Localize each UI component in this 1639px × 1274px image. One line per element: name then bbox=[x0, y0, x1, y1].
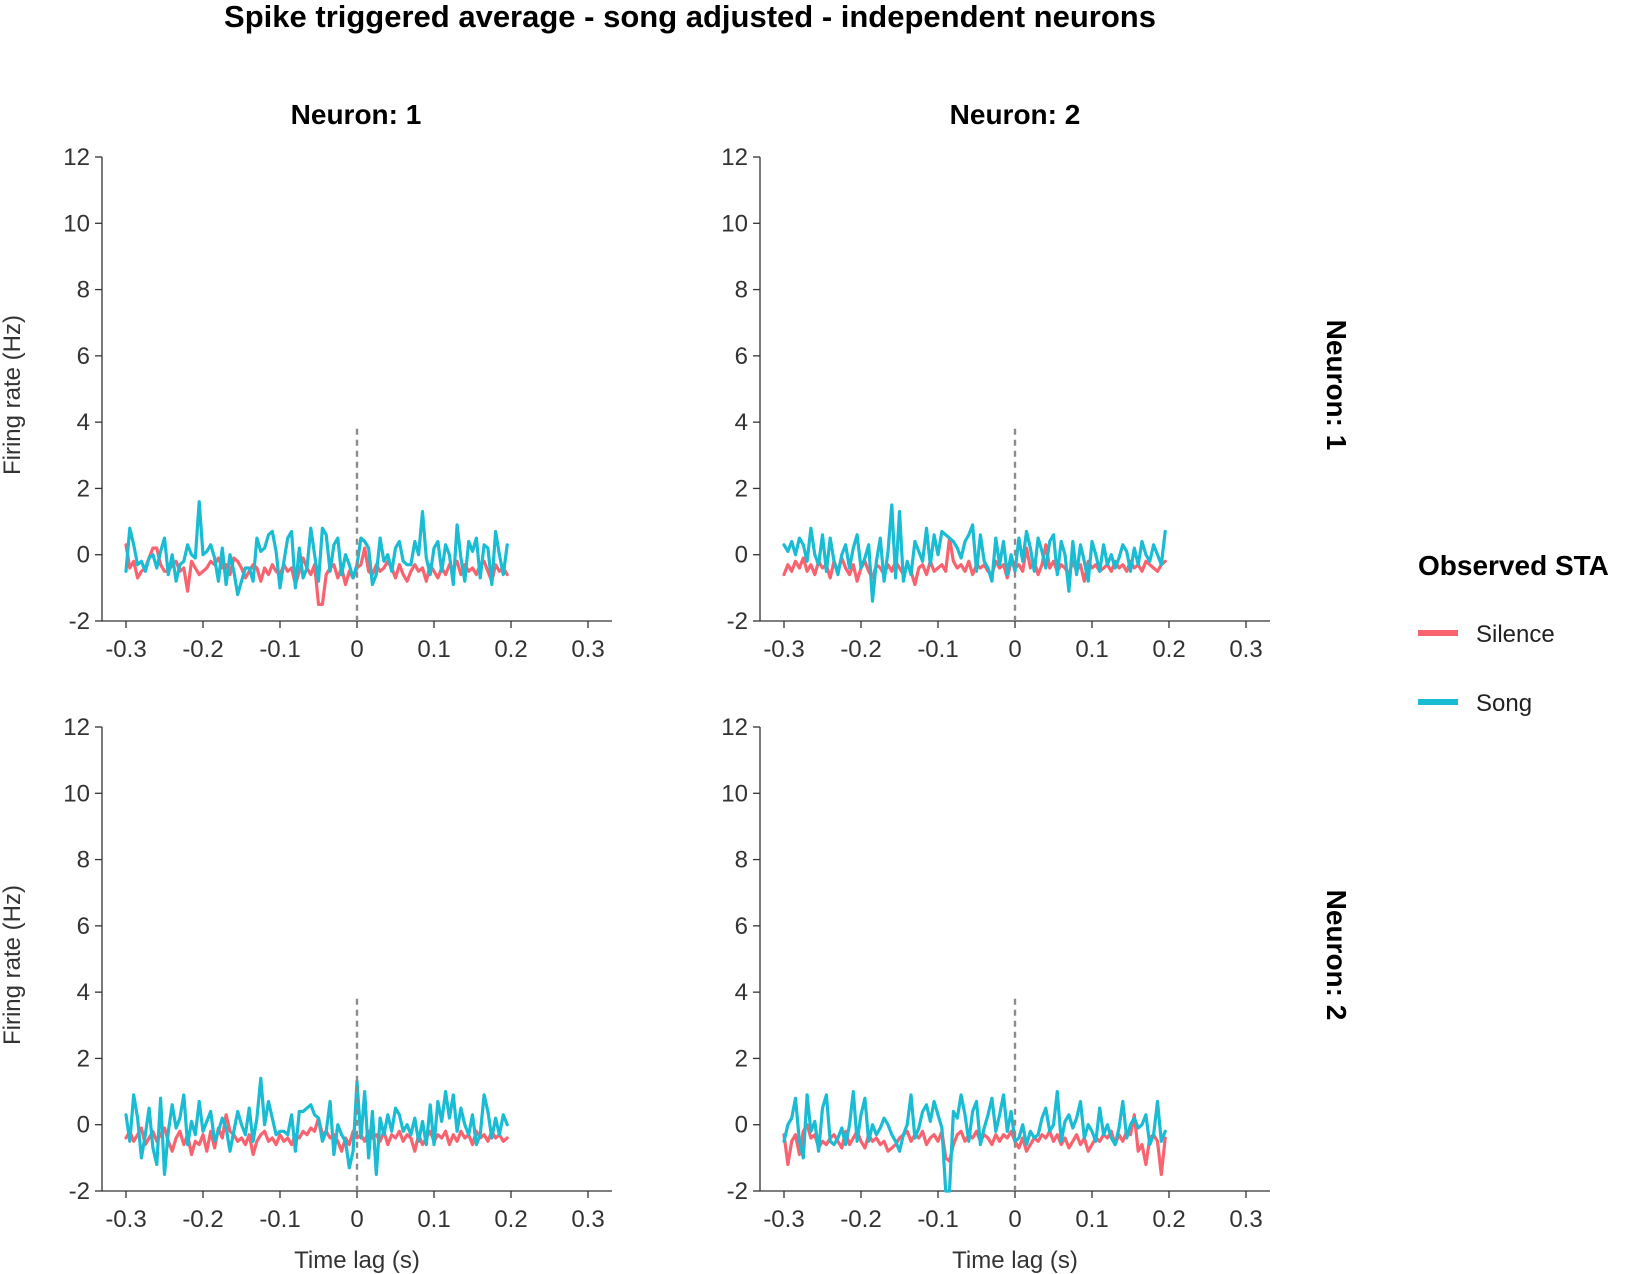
y-tick-label: 12 bbox=[63, 714, 90, 741]
x-tick-label: 0.1 bbox=[1075, 636, 1108, 663]
y-tick-label: -2 bbox=[727, 608, 748, 635]
x-tick-label: -0.3 bbox=[763, 636, 804, 663]
y-tick-label: 6 bbox=[77, 913, 90, 940]
y-tick-label: 10 bbox=[63, 210, 90, 237]
y-tick-label: 8 bbox=[735, 847, 748, 874]
y-tick-label: 2 bbox=[735, 475, 748, 502]
series-line-silence bbox=[782, 536, 1167, 587]
x-tick-label: -0.3 bbox=[763, 1206, 804, 1233]
y-tick-label: 0 bbox=[735, 542, 748, 569]
series-line-silence bbox=[124, 543, 509, 607]
y-tick-label: 10 bbox=[63, 780, 90, 807]
x-tick-label: 0 bbox=[1008, 636, 1021, 663]
x-tick-label: -0.3 bbox=[105, 636, 146, 663]
x-tick-label: -0.1 bbox=[259, 1206, 300, 1233]
x-tick-label: 0.2 bbox=[1152, 1206, 1185, 1233]
y-tick-label: 2 bbox=[77, 1045, 90, 1072]
x-tick-label: 0.1 bbox=[417, 636, 450, 663]
y-tick-label: 2 bbox=[77, 475, 90, 502]
legend: Observed STA Silence Song bbox=[1418, 550, 1609, 717]
x-tick-label: 0.1 bbox=[1075, 1206, 1108, 1233]
y-tick-label: -2 bbox=[69, 608, 90, 635]
x-tick-label: 0.1 bbox=[417, 1206, 450, 1233]
y-tick-label: 2 bbox=[735, 1045, 748, 1072]
x-tick-label: -0.2 bbox=[182, 636, 223, 663]
x-tick-label: -0.1 bbox=[917, 636, 958, 663]
panel-4: -2 0 2 4 6 8 10 12 -0.3 -0.2 -0.1 0 0.1 0.2 0.3 bbox=[721, 714, 1270, 1233]
x-tick-label: 0 bbox=[350, 1206, 363, 1233]
column-title-1: Neuron: 1 bbox=[291, 99, 422, 130]
series-line-song bbox=[124, 1076, 509, 1177]
y-tick-label: 8 bbox=[735, 277, 748, 304]
x-tick-label: -0.2 bbox=[840, 636, 881, 663]
series-line-song bbox=[124, 500, 509, 597]
y-tick-label: -2 bbox=[69, 1178, 90, 1205]
x-tick-label: 0.2 bbox=[494, 1206, 527, 1233]
x-tick-label: -0.1 bbox=[259, 636, 300, 663]
row-strip-2: Neuron: 2 bbox=[1321, 890, 1352, 1021]
legend-label-silence: Silence bbox=[1476, 621, 1555, 648]
y-tick-label: 8 bbox=[77, 277, 90, 304]
y-tick-label: 12 bbox=[63, 144, 90, 171]
panel-3: -2 0 2 4 6 8 10 12 -0.3 -0.2 -0.1 0 0.1 0.2 0.3 bbox=[63, 714, 612, 1233]
chart-title: Spike triggered average - song adjusted … bbox=[224, 0, 1156, 34]
row-strip-1: Neuron: 1 bbox=[1321, 320, 1352, 451]
series-line-song bbox=[782, 503, 1167, 603]
legend-label-song: Song bbox=[1476, 690, 1532, 717]
y-tick-label: 6 bbox=[735, 913, 748, 940]
series-line-silence bbox=[124, 1113, 509, 1157]
y-tick-label: 0 bbox=[77, 1112, 90, 1139]
x-tick-label: 0 bbox=[350, 636, 363, 663]
y-tick-label: 6 bbox=[735, 343, 748, 370]
x-axis-label-col-1: Time lag (s) bbox=[294, 1247, 420, 1274]
column-title-2: Neuron: 2 bbox=[950, 99, 1081, 130]
x-tick-label: -0.2 bbox=[182, 1206, 223, 1233]
series-line-song bbox=[782, 1089, 1167, 1193]
x-axis-label-col-2: Time lag (s) bbox=[952, 1247, 1078, 1274]
y-axis-label-row-2: Firing rate (Hz) bbox=[0, 885, 26, 1045]
x-tick-label: -0.2 bbox=[840, 1206, 881, 1233]
y-tick-label: 0 bbox=[735, 1112, 748, 1139]
y-tick-label: 4 bbox=[77, 979, 90, 1006]
y-tick-label: 4 bbox=[735, 979, 748, 1006]
y-axis-label-row-1: Firing rate (Hz) bbox=[0, 315, 26, 475]
x-tick-label: -0.1 bbox=[917, 1206, 958, 1233]
y-tick-label: 12 bbox=[721, 714, 748, 741]
y-tick-label: 4 bbox=[77, 409, 90, 436]
legend-title: Observed STA bbox=[1418, 550, 1609, 581]
panels-group: -2 0 2 4 6 8 10 12 -0.3 -0.2 -0.1 0 0.1 0.2 0.3 -2 0 2 4 6 8… bbox=[63, 144, 1270, 1233]
y-tick-label: 12 bbox=[721, 144, 748, 171]
y-tick-label: 0 bbox=[77, 542, 90, 569]
y-tick-label: 8 bbox=[77, 847, 90, 874]
panel-1: -2 0 2 4 6 8 10 12 -0.3 -0.2 -0.1 0 0.1 0.2 0.3 bbox=[63, 144, 612, 663]
x-tick-label: 0.2 bbox=[1152, 636, 1185, 663]
y-tick-label: 10 bbox=[721, 780, 748, 807]
x-tick-label: 0.3 bbox=[571, 1206, 604, 1233]
x-tick-label: 0.3 bbox=[571, 636, 604, 663]
y-tick-label: 4 bbox=[735, 409, 748, 436]
x-tick-label: 0 bbox=[1008, 1206, 1021, 1233]
x-tick-label: 0.3 bbox=[1229, 636, 1262, 663]
y-tick-label: 10 bbox=[721, 210, 748, 237]
x-tick-label: 0.2 bbox=[494, 636, 527, 663]
y-tick-label: 6 bbox=[77, 343, 90, 370]
panel-2: -2 0 2 4 6 8 10 12 -0.3 -0.2 -0.1 0 0.1 0.2 0.3 bbox=[721, 144, 1270, 663]
y-tick-label: -2 bbox=[727, 1178, 748, 1205]
x-tick-label: 0.3 bbox=[1229, 1206, 1262, 1233]
x-tick-label: -0.3 bbox=[105, 1206, 146, 1233]
